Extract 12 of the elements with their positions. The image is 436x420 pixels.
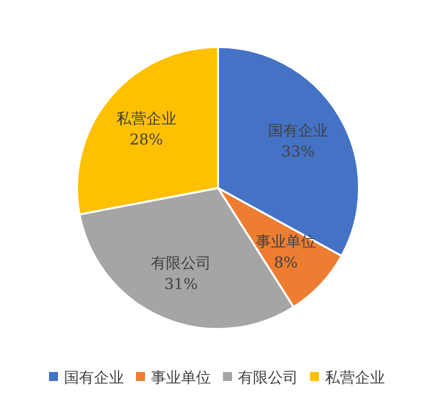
slice-label: 有限公司	[151, 254, 212, 272]
legend-label: 私营企业	[325, 368, 385, 386]
slice-label: 私营企业	[116, 109, 176, 128]
legend-label: 有限公司	[238, 368, 298, 386]
data-label: 33%	[281, 142, 315, 160]
data-label: 8%	[274, 253, 298, 272]
slice-label: 国有企业	[268, 121, 328, 140]
legend-label: 事业单位	[151, 368, 211, 386]
data-label: 28%	[130, 130, 163, 148]
slice-label: 事业单位	[256, 232, 316, 250]
data-label: 31%	[164, 275, 198, 294]
legend-label: 国有企业	[64, 368, 124, 386]
